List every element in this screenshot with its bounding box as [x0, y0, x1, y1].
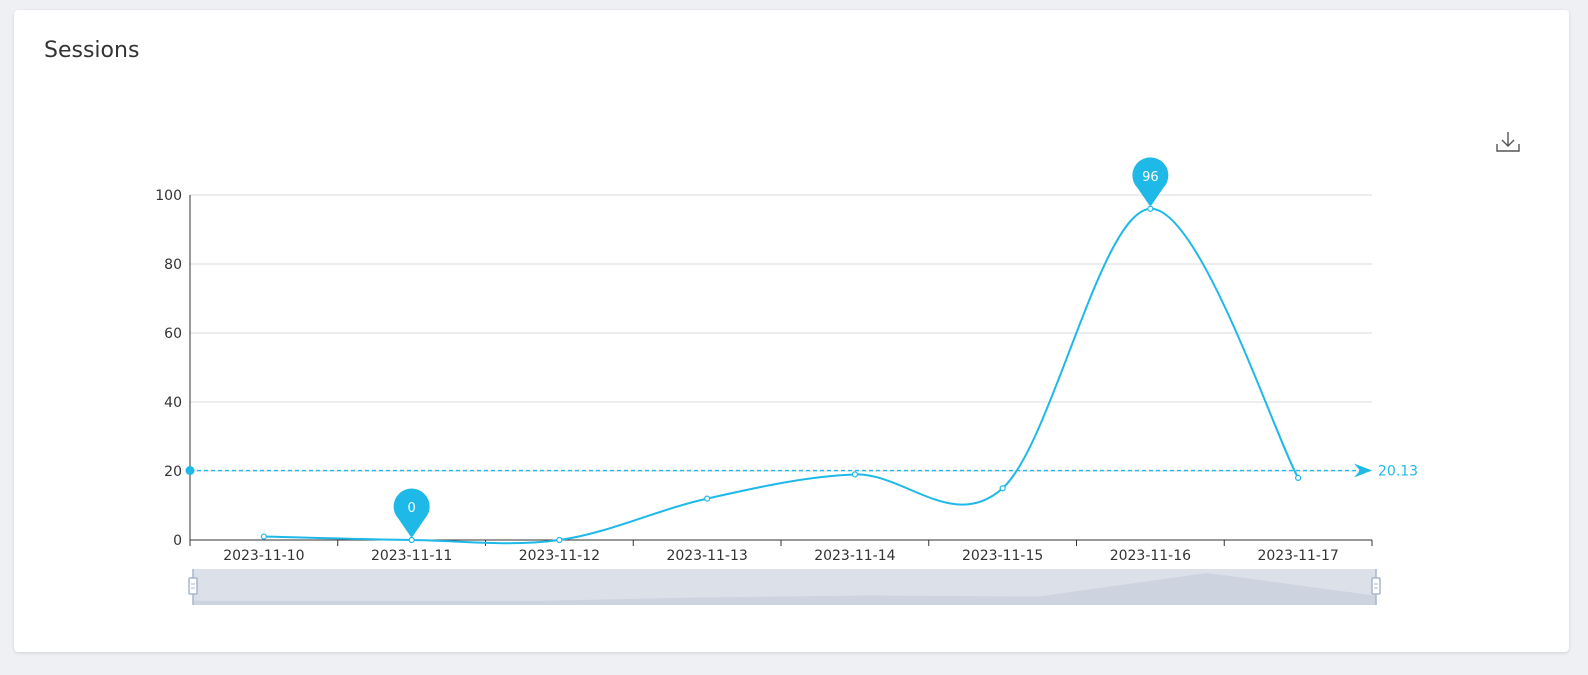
data-point — [1295, 474, 1302, 481]
x-tick-label: 2023-11-15 — [962, 548, 1043, 564]
data-point — [408, 536, 415, 544]
x-tick-label: 2023-11-13 — [666, 548, 747, 564]
download-icon-glyph — [1496, 132, 1520, 152]
data-zoom-handle-end[interactable] — [1371, 569, 1381, 605]
download-icon[interactable] — [1494, 130, 1522, 156]
y-tick-label: 20 — [164, 464, 182, 480]
markpoint-label: 0 — [407, 501, 415, 516]
markpoint-pin — [1132, 157, 1169, 207]
grid-layer — [190, 194, 1372, 472]
data-zoom-shadow — [193, 573, 1376, 605]
y-tick-label: 60 — [164, 326, 182, 342]
data-point — [1147, 205, 1154, 212]
data-point — [999, 485, 1006, 492]
y-tick-label: 40 — [164, 395, 182, 411]
y-tick-label: 100 — [155, 188, 182, 204]
y-tick-label: 80 — [164, 257, 182, 273]
average-line-label: 20.13 — [1378, 464, 1418, 480]
x-tick-label: 2023-11-14 — [814, 548, 895, 564]
data-zoom-slider[interactable] — [188, 569, 1381, 605]
markpoint-min: 0 — [393, 488, 430, 538]
average-line-layer: 20.13 — [185, 463, 1418, 480]
markpoint-label: 96 — [1142, 170, 1159, 185]
data-point — [260, 533, 267, 540]
y-tick-label: 0 — [173, 533, 182, 549]
x-tick-label: 2023-11-16 — [1110, 548, 1191, 564]
x-tick-label: 2023-11-10 — [223, 548, 304, 564]
sessions-card: Sessions — [14, 10, 1569, 652]
axis-layer: 0 20 40 60 80 100 2023-11-10 2023-11-11 2023-11-… — [155, 188, 1373, 564]
handle-grip — [188, 577, 198, 595]
markpoint-layer: 0 96 — [393, 157, 1169, 538]
data-point — [851, 471, 858, 478]
handle-grip — [1371, 577, 1381, 595]
x-tick-label: 2023-11-12 — [519, 548, 600, 564]
data-zoom-handle-start[interactable] — [188, 569, 198, 605]
x-tick-label: 2023-11-17 — [1257, 548, 1338, 564]
average-line-arrow — [1354, 463, 1372, 478]
markpoint-max: 96 — [1132, 157, 1169, 207]
series-layer — [260, 205, 1302, 545]
card-title: Sessions — [44, 38, 140, 63]
data-point — [556, 536, 563, 544]
markpoint-pin — [393, 488, 430, 538]
data-point — [704, 495, 711, 502]
x-tick-label: 2023-11-11 — [371, 548, 452, 564]
